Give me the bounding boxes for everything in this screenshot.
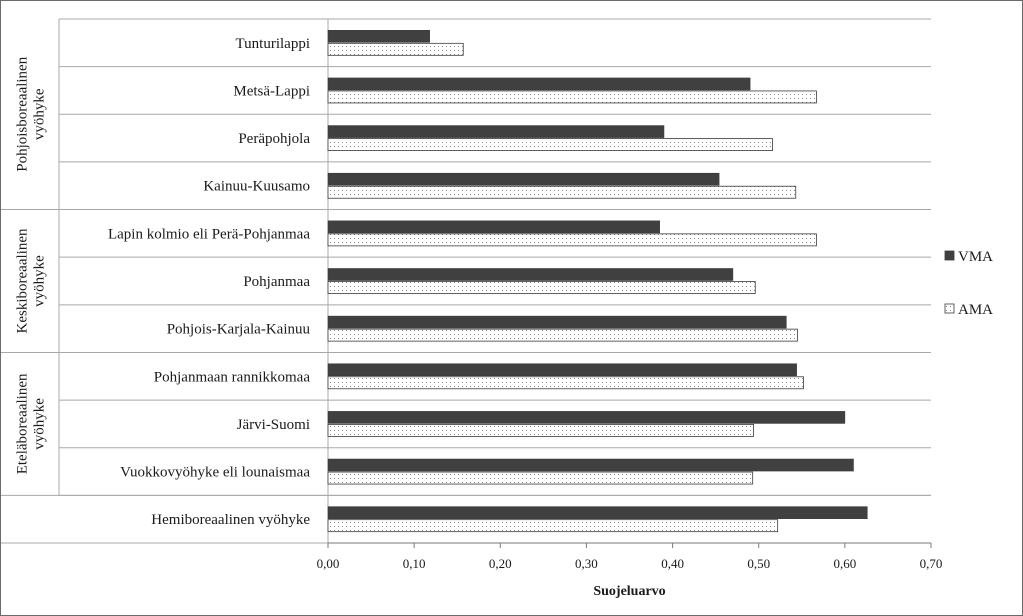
legend-swatch-ama: [944, 303, 955, 314]
category-label: Järvi-Suomi: [237, 417, 310, 433]
group-label: Keskiboreaalinenvyöhyke: [15, 228, 48, 333]
category-label: Pohjois-Karjala-Kainuu: [167, 322, 311, 338]
x-tick-label: 0,60: [833, 556, 856, 571]
bar-vma-5: [327, 220, 660, 234]
bar-ama-7: [327, 328, 798, 342]
category-label: Pohjanmaan rannikkomaa: [154, 369, 311, 385]
bar-ama-2: [327, 90, 817, 104]
legend-swatch-vma: [944, 250, 955, 261]
legend-label-vma: VMA: [958, 249, 993, 265]
bar-vma-11: [327, 506, 868, 519]
category-label: Pohjanmaa: [243, 274, 310, 290]
bar-ama-1: [327, 42, 464, 56]
x-tick-label: 0,70: [920, 556, 943, 571]
bar-vma-9: [327, 411, 846, 424]
bar-vma-1: [327, 30, 430, 43]
legend-label-ama: AMA: [958, 302, 993, 318]
bar-vma-2: [327, 77, 751, 91]
bar-ama-10: [327, 471, 754, 485]
x-tick-label: 0,40: [661, 556, 684, 571]
bar-ama-6: [327, 281, 756, 294]
bar-vma-8: [327, 363, 797, 377]
bar-ama-8: [327, 376, 804, 390]
x-tick-label: 0,50: [747, 556, 770, 571]
x-tick-label: 0,10: [403, 556, 426, 571]
category-label: Tunturilappi: [236, 36, 310, 52]
category-label: Vuokkovyöhyke eli lounaismaa: [120, 465, 310, 481]
bar-ama-4: [327, 185, 797, 199]
bar-vma-4: [327, 172, 720, 186]
bar-ama-11: [327, 519, 779, 533]
bar-ama-9: [327, 424, 754, 437]
x-tick-label: 0,00: [317, 556, 340, 571]
bar-vma-6: [327, 268, 734, 281]
x-axis-title: Suojeluarvo: [593, 584, 665, 599]
x-tick-label: 0,20: [489, 556, 512, 571]
category-label: Hemiboreaalinen vyöhyke: [151, 512, 310, 528]
category-label: Kainuu-Kuusamo: [203, 179, 310, 195]
bar-ama-5: [327, 233, 817, 247]
category-label: Lapin kolmio eli Perä-Pohjanmaa: [108, 226, 310, 242]
bar-vma-3: [327, 125, 665, 138]
x-tick-label: 0,30: [575, 556, 598, 571]
group-label: Eteläboreaalinenvyöhyke: [15, 373, 48, 474]
category-label: Peräpohjola: [238, 131, 310, 147]
bar-ama-3: [327, 138, 773, 151]
bar-vma-7: [327, 315, 787, 329]
category-label: Metsä-Lappi: [233, 83, 310, 99]
bar-vma-10: [327, 458, 854, 472]
group-label: Pohjoisboreaalinenvyöhyke: [15, 56, 48, 171]
